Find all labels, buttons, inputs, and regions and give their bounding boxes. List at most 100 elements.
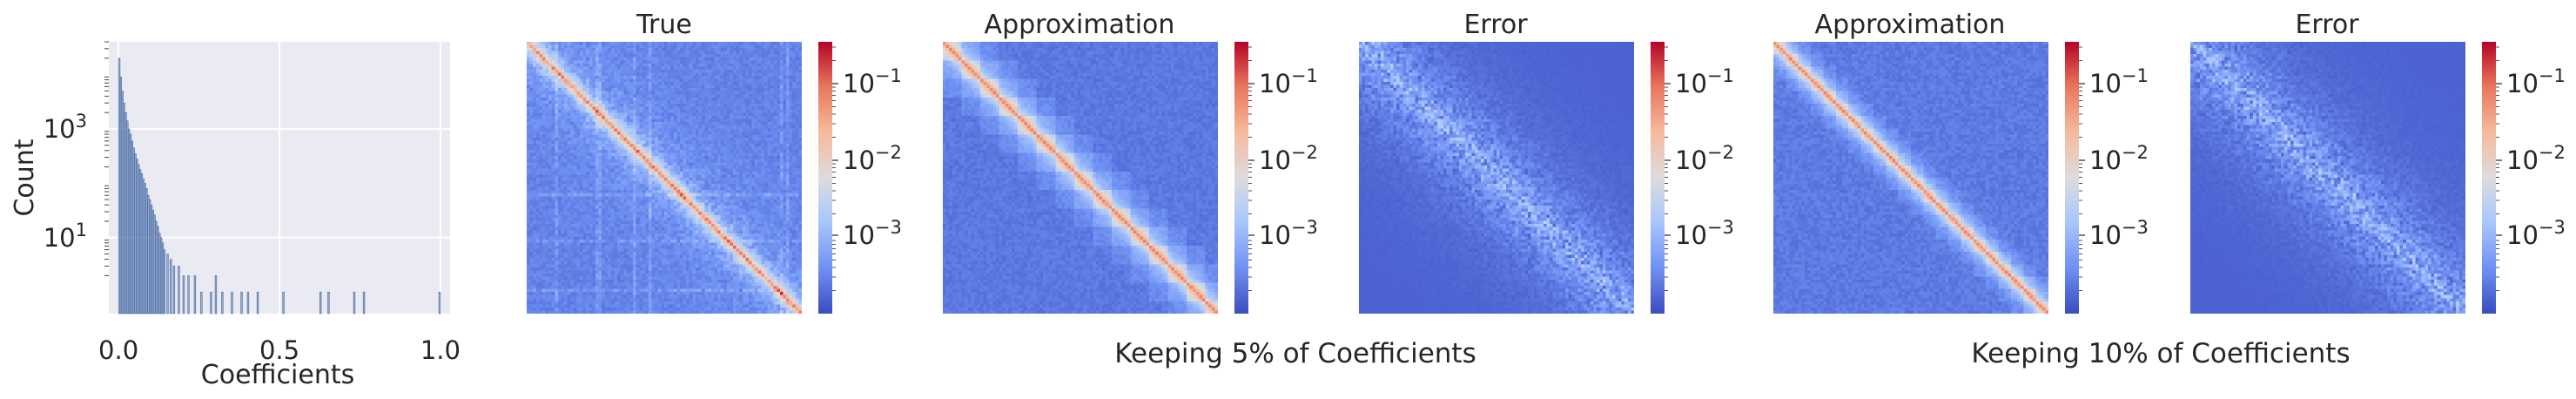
histogram-bar: [148, 199, 151, 314]
histogram-bar: [140, 173, 144, 314]
histogram-bar: [246, 291, 250, 314]
histogram-bar: [151, 209, 155, 314]
histogram-bar: [221, 291, 224, 314]
heatmap-image: [2190, 42, 2465, 314]
colorbar-tick-label: 10−3: [2506, 217, 2566, 250]
histogram-bar: [178, 266, 180, 314]
histogram-bar: [327, 291, 330, 314]
colorbar-gradient: [2065, 42, 2079, 314]
histogram-bar: [121, 91, 124, 314]
histogram-bar: [145, 188, 148, 314]
colorbar-error-10: 10−1 10−2 10−3: [2482, 42, 2566, 314]
histogram-y-tick-label: 103: [44, 111, 87, 144]
histogram-bar: [240, 291, 243, 314]
colorbar-gradient: [818, 42, 832, 314]
histogram-bars: [118, 57, 441, 314]
histogram-bar: [138, 164, 140, 314]
histogram-bar: [134, 153, 137, 314]
colorbar-tick-label: 10−1: [2506, 65, 2566, 98]
histogram-bar: [163, 249, 165, 314]
histogram-bar: [362, 291, 366, 314]
colorbar-gradient: [1234, 42, 1248, 314]
heatmap-true-title: True: [636, 10, 692, 40]
histogram-bar: [129, 133, 132, 314]
histogram-y-tick-label: 101: [44, 220, 87, 253]
heatmap-true-panel: True 10−1 10−2 10−3: [527, 10, 902, 314]
histogram-bar: [118, 57, 121, 314]
histogram-bar: [147, 194, 150, 314]
colorbar-tick-label: 10−2: [2089, 142, 2149, 175]
histogram-bar: [158, 233, 161, 314]
colorbar-tick-label: 10−2: [843, 142, 902, 175]
colorbar-tick-label: 10−3: [1675, 217, 1734, 250]
caption-5-percent: Keeping 5% of Coefficients: [1114, 338, 1476, 369]
histogram-bar: [353, 291, 356, 314]
histogram-bar: [127, 128, 131, 314]
heatmap-image: [1773, 42, 2048, 314]
histogram-bar: [256, 291, 259, 314]
colorbar-tick-label: 10−2: [1259, 142, 1318, 175]
caption-10-percent: Keeping 10% of Coefficients: [1971, 338, 2350, 369]
histogram-panel: 0.0 0.5 1.0 101 103 Coefficients Count: [10, 41, 461, 390]
colorbar-tick-label: 10−3: [1259, 217, 1318, 250]
colorbar-tick-label: 10−3: [843, 217, 902, 250]
histogram-x-tick-label: 0.5: [259, 335, 299, 365]
heatmap-error-5-panel: Error 10−1 10−2 10−3: [1359, 10, 1734, 314]
colorbar-approx-5: 10−1 10−2 10−3: [1234, 42, 1318, 314]
heatmap-error-10-panel: Error 10−1 10−2 10−3: [2190, 10, 2566, 314]
histogram-x-tick-label: 1.0: [420, 335, 461, 365]
colorbar-gradient: [1651, 42, 1665, 314]
colorbar-gradient: [2482, 42, 2496, 314]
histogram-bar: [187, 275, 190, 314]
histogram-bar: [136, 159, 138, 314]
histogram-bar: [172, 266, 176, 314]
histogram-bar: [144, 183, 146, 314]
histogram-bar: [153, 214, 156, 314]
histogram-bar: [159, 237, 163, 314]
histogram-bar: [210, 291, 212, 314]
histogram-bar: [193, 275, 197, 314]
histogram-bar: [131, 140, 133, 314]
histogram-bar: [438, 291, 441, 314]
heatmap-image: [1359, 42, 1634, 314]
histogram-ticks: 0.0 0.5 1.0 101 103: [44, 41, 461, 365]
colorbar-tick-label: 10−1: [843, 65, 902, 98]
colorbar-tick-label: 10−1: [2089, 65, 2149, 98]
colorbar-tick-label: 10−2: [1675, 142, 1734, 175]
heatmap-approx-10-panel: Approximation 10−1 10−2 10−3: [1773, 10, 2149, 314]
colorbar-tick-label: 10−1: [1675, 65, 1734, 98]
heatmap-approx-5-panel: Approximation 10−1 10−2 10−3: [943, 10, 1318, 314]
histogram-bar: [123, 102, 125, 314]
heatmap-error-10-title: Error: [2295, 10, 2359, 40]
histogram-bar: [166, 254, 169, 314]
histogram-bar: [132, 147, 135, 314]
colorbar-true: 10−1 10−2 10−3: [818, 42, 902, 314]
histogram-bar: [124, 112, 127, 314]
heatmap-approx-10-title: Approximation: [1815, 10, 2006, 40]
histogram-bar: [200, 291, 203, 314]
histogram-bar: [170, 259, 172, 314]
colorbar-error-5: 10−1 10−2 10−3: [1651, 42, 1734, 314]
colorbar-approx-10: 10−1 10−2 10−3: [2065, 42, 2149, 314]
heatmap-image: [527, 42, 802, 314]
histogram-bar: [231, 291, 233, 314]
colorbar-tick-label: 10−3: [2089, 217, 2149, 250]
histogram-bar: [214, 275, 218, 314]
histogram-ylabel: Count: [10, 139, 40, 216]
histogram-bar: [161, 242, 165, 314]
histogram-x-tick-label: 0.0: [98, 335, 138, 365]
histogram-bar: [319, 291, 322, 314]
heatmap-approx-5-title: Approximation: [985, 10, 1175, 40]
histogram-bar: [138, 169, 142, 314]
histogram-bar: [155, 220, 158, 314]
colorbar-tick-label: 10−1: [1259, 65, 1318, 98]
histogram-bar: [157, 226, 159, 314]
histogram-bar: [126, 120, 129, 314]
histogram-bar: [150, 204, 153, 314]
colorbar-tick-label: 10−2: [2506, 142, 2566, 175]
histogram-bar: [142, 179, 145, 314]
heatmap-image: [943, 42, 1218, 314]
histogram-bar: [282, 291, 285, 314]
heatmap-error-5-title: Error: [1463, 10, 1528, 40]
